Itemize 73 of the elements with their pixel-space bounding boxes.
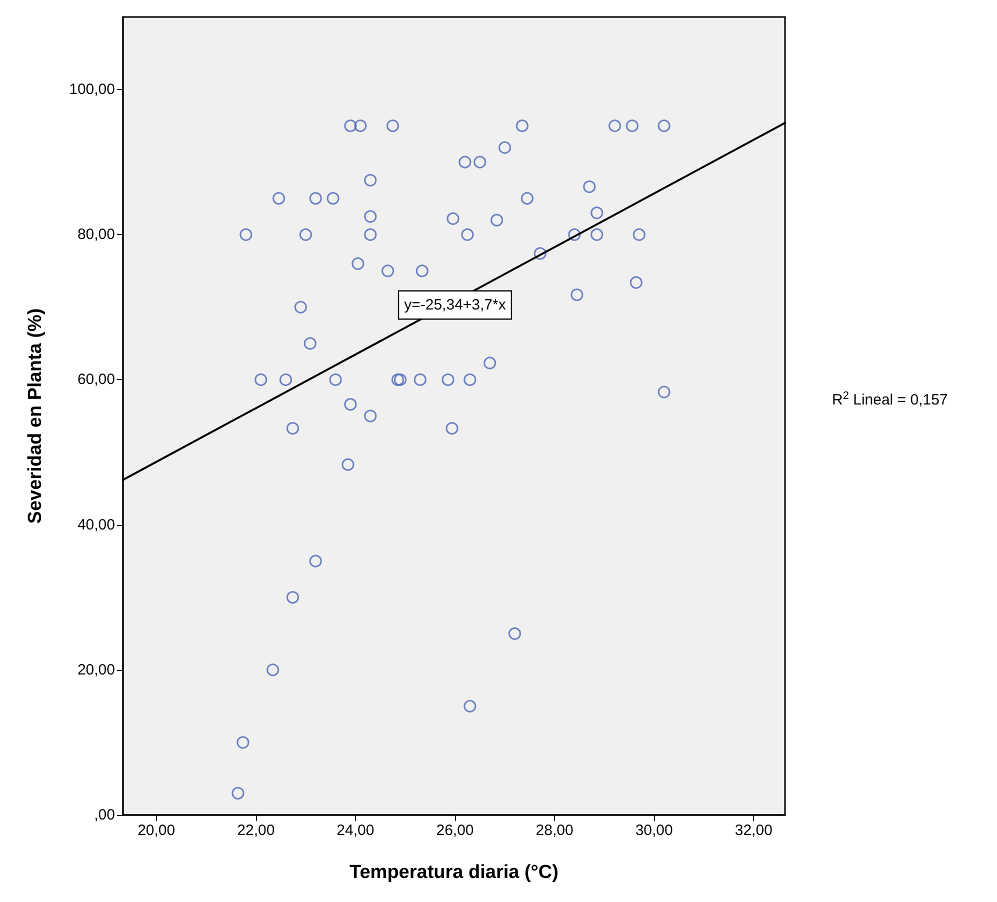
x-tick-label: 32,00	[734, 822, 772, 839]
point	[534, 247, 546, 260]
point	[344, 398, 357, 411]
point	[498, 141, 512, 154]
point	[520, 192, 534, 205]
x-tick-label: 20,00	[138, 822, 176, 839]
point	[583, 180, 596, 194]
point	[414, 373, 426, 386]
point	[364, 174, 377, 187]
point	[630, 276, 642, 289]
point	[364, 228, 377, 241]
y-tick-label: 80,00	[77, 226, 115, 244]
point	[352, 257, 364, 270]
point	[446, 212, 460, 225]
point	[626, 120, 638, 132]
y-tick-label: 40,00	[77, 516, 115, 534]
x-axis-title: Temperatura diaria (°C)	[350, 862, 558, 883]
point	[232, 786, 244, 800]
point	[446, 422, 458, 435]
point	[590, 206, 604, 220]
point	[458, 156, 472, 168]
point	[342, 458, 354, 471]
point	[329, 373, 342, 386]
point	[484, 356, 496, 370]
point	[272, 192, 286, 205]
point	[590, 228, 604, 241]
point	[344, 120, 357, 132]
point	[286, 422, 300, 435]
point	[416, 264, 428, 278]
x-tick-label: 30,00	[635, 822, 673, 839]
annotation: y=-25,34+3,7*x	[404, 296, 506, 314]
x-tick-label: 24,00	[336, 822, 374, 839]
point	[304, 337, 316, 350]
point	[516, 120, 528, 132]
point	[464, 700, 476, 712]
point	[464, 373, 476, 386]
point	[236, 736, 250, 749]
point	[391, 373, 404, 386]
y-axis-title: Severidad en Planta (%)	[25, 308, 46, 524]
point	[266, 664, 280, 676]
x-tick-label: 26,00	[436, 822, 474, 839]
point	[294, 300, 307, 314]
point	[354, 120, 367, 132]
point	[570, 288, 584, 302]
point	[490, 214, 504, 226]
point	[508, 627, 522, 640]
y-tick-label: 60,00	[77, 371, 115, 388]
point	[254, 373, 268, 386]
point	[474, 156, 486, 168]
point	[309, 554, 322, 568]
x-tick-label: 28,00	[536, 822, 574, 839]
point	[632, 228, 646, 241]
point	[364, 410, 377, 422]
y-tick-label: ,00	[94, 806, 115, 824]
point	[364, 210, 377, 223]
y-tick-label: 20,00	[77, 661, 115, 678]
point	[309, 192, 322, 205]
point	[240, 228, 252, 241]
point	[394, 373, 407, 386]
point	[442, 373, 454, 386]
point	[386, 120, 400, 132]
point	[279, 373, 292, 386]
point	[326, 192, 340, 205]
x-tick-label: 22,00	[237, 822, 275, 839]
point	[608, 120, 622, 132]
point	[461, 228, 474, 241]
point	[299, 228, 312, 241]
point	[658, 386, 670, 398]
point	[286, 591, 300, 604]
y-tick-label: 100,00	[69, 81, 115, 98]
point	[658, 120, 670, 132]
point	[568, 228, 581, 241]
point	[382, 264, 394, 278]
